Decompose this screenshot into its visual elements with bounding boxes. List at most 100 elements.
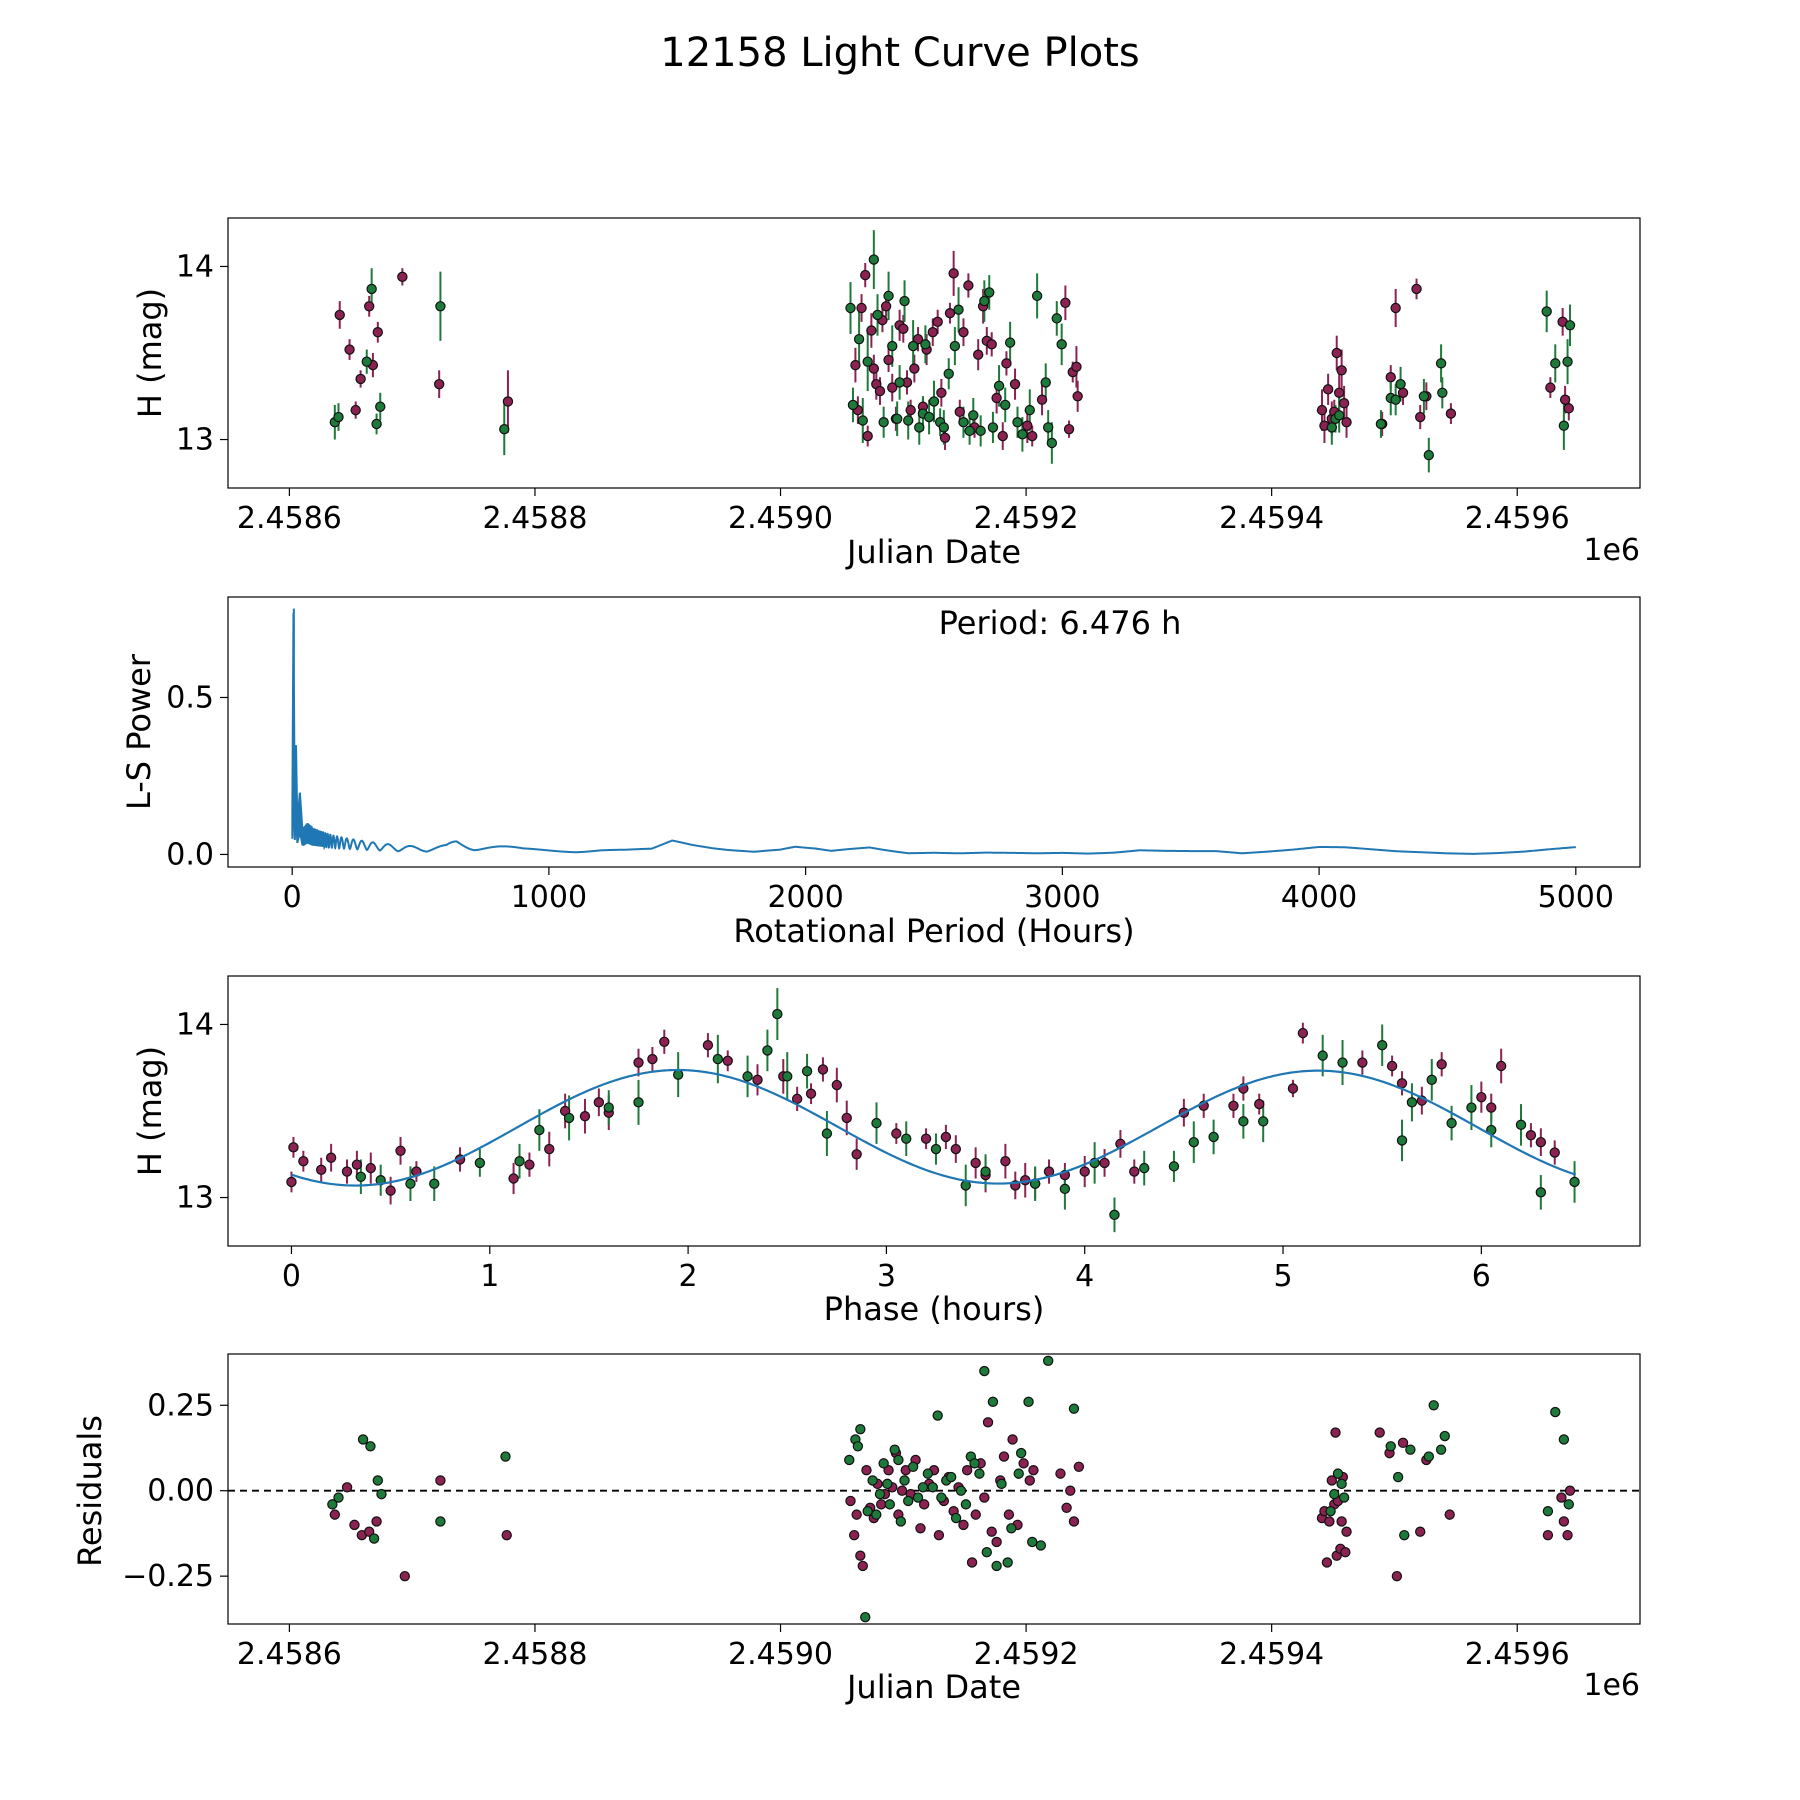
lightcurve-point [1017,429,1028,440]
lightcurve-point [1437,387,1448,399]
periodogram-xlabel: Rotational Period (Hours) [733,912,1134,950]
residuals-point [893,1454,904,1466]
phased-x-ticks: 0 1 2 3 4 5 6 [282,1246,1491,1294]
lightcurve-point [909,363,920,374]
phased-point [1317,1050,1328,1061]
phased-point [851,1149,862,1160]
phased-point [1476,1091,1487,1103]
residuals-y-tick-label: 0.25 [147,1388,214,1423]
residuals-y-tick-label: −0.25 [122,1559,214,1594]
lightcurve-point [923,411,935,423]
residuals-point [987,1396,999,1408]
residuals-ylabel: Residuals [71,1415,109,1567]
lightcurve-point [1060,297,1071,309]
lightcurve-point [856,302,867,314]
residuals-point [958,1519,969,1531]
residuals-x-tick-label: 2.4596 [1465,1637,1570,1672]
lightcurve-point [366,283,377,295]
phased-point [405,1178,416,1189]
residuals-x-offset: 1e6 [1583,1668,1640,1703]
phased-point [1228,1100,1239,1112]
residuals-point [1321,1557,1333,1568]
periodogram-x-tick-label: 2000 [767,880,843,915]
residuals-x-tick-label: 2.4588 [482,1637,587,1672]
lightcurve-point [1051,313,1062,324]
lightcurve-point [1564,320,1576,331]
phased-point [286,1176,297,1188]
phased-point [1000,1155,1011,1167]
residuals-point [933,1529,945,1541]
periodogram-axes-frame [227,596,1641,868]
phased-point [831,1079,843,1091]
lightcurve-point [355,373,366,385]
lightcurve-point [1063,423,1075,435]
lightcurve-point [1331,347,1342,359]
phased-point [817,1064,829,1075]
lightcurve-x-tick-label: 2.4596 [1465,501,1570,536]
lightcurve-point [1390,394,1401,405]
residuals-point [1392,1471,1404,1483]
phased-point [1168,1161,1180,1172]
phased-point [508,1173,519,1184]
residuals-point [1397,1437,1409,1449]
lightcurve-point [939,432,951,444]
residuals-point [1006,1523,1017,1534]
residuals-point [876,1499,887,1510]
lightcurve-point [1022,420,1033,431]
residuals-point [857,1560,868,1572]
residuals-point [1329,1488,1340,1500]
residuals-point [341,1482,353,1493]
phased-point [1238,1116,1249,1127]
residuals-point [1405,1444,1416,1455]
residuals-y-ticks: −0.25 0.00 0.25 [122,1388,228,1594]
residuals-point [1444,1509,1455,1520]
phased-point [1549,1147,1560,1158]
residuals-point [399,1570,411,1582]
phased-point [633,1097,644,1108]
residuals-point [364,1526,375,1537]
lightcurve-point [943,368,954,379]
residuals-point [1330,1427,1341,1438]
residuals-point [922,1468,934,1479]
residuals-point [991,1560,1002,1572]
period-annotation: Period: 6.476 h [939,604,1182,642]
residuals-x-tick-label: 2.4592 [974,1637,1079,1672]
lightcurve-x-offset: 1e6 [1583,533,1640,568]
lightcurve-x-tick-label: 2.4590 [728,501,833,536]
lightcurve-point [502,396,514,407]
residuals-point [855,1423,866,1435]
residuals-point [1439,1430,1450,1442]
residuals-point [1018,1458,1029,1469]
lightcurve-point [364,301,375,312]
residuals-point [878,1458,889,1469]
residuals-point [917,1482,929,1493]
lightcurve-point [891,413,903,424]
lightcurve-point [993,380,1005,392]
residuals-point [1341,1526,1352,1537]
lightcurve-point [1390,302,1401,314]
residuals-point [1563,1499,1574,1510]
residuals-point [915,1523,926,1534]
residuals-point [1024,1475,1035,1486]
lightcurve-point [857,415,868,426]
phased-point [950,1143,962,1155]
phased-point [1129,1166,1140,1177]
lightcurve-point [1395,378,1406,390]
residuals-x-ticks: 2.4586 2.4588 2.4590 2.4592 2.4594 2.4596 [237,1624,1570,1672]
phased-point [782,1071,793,1082]
lightcurve-point [868,254,880,265]
lightcurve-x-tick-label: 2.4594 [1219,501,1324,536]
phased-point [1386,1060,1398,1072]
lightcurve-point [958,417,969,428]
lightcurve-point [344,344,355,355]
lightcurve-point [949,340,961,352]
residuals-point [1068,1403,1080,1414]
lightcurve-point [958,327,969,338]
phased-x-tick-label: 6 [1472,1259,1491,1294]
phased-point [514,1155,525,1167]
lightcurve-y-tick-label: 14 [176,249,214,284]
residuals-point [1068,1516,1080,1527]
lightcurve-point [1040,377,1051,388]
lightcurve-point [979,295,990,307]
lightcurve-point [997,430,1008,442]
